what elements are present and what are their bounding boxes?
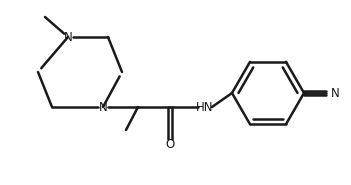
- Text: O: O: [165, 139, 175, 152]
- Text: N: N: [99, 100, 107, 114]
- Text: N: N: [331, 87, 339, 100]
- Text: N: N: [64, 31, 72, 43]
- Text: HN: HN: [196, 100, 214, 114]
